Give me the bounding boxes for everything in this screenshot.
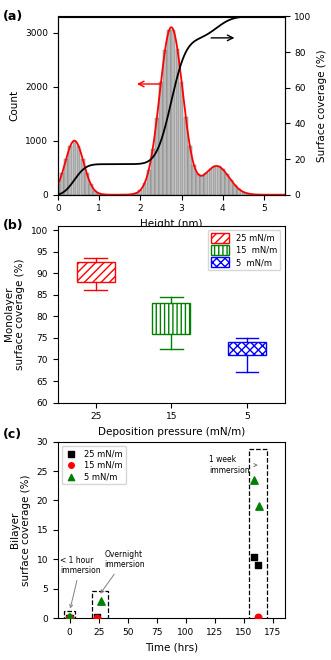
Text: (a): (a) <box>3 10 24 23</box>
Bar <box>143 183 146 195</box>
Text: < 1 hour
immersion: < 1 hour immersion <box>60 556 101 608</box>
Bar <box>192 165 196 195</box>
Y-axis label: Monolayer
surface coverage (%): Monolayer surface coverage (%) <box>4 259 25 370</box>
Bar <box>228 342 266 355</box>
15 mN/m <box>255 611 260 622</box>
Bar <box>196 174 200 195</box>
Bar <box>180 82 183 195</box>
X-axis label: Height (nm): Height (nm) <box>140 219 203 229</box>
Bar <box>72 141 76 195</box>
Bar <box>159 82 163 195</box>
5 mN/m <box>68 611 73 622</box>
Bar <box>200 176 204 195</box>
Y-axis label: Bilayer
surface coverage (%): Bilayer surface coverage (%) <box>10 475 31 585</box>
Legend: 25 mN/m, 15 mN/m, 5 mN/m: 25 mN/m, 15 mN/m, 5 mN/m <box>62 446 126 484</box>
X-axis label: Time (hrs): Time (hrs) <box>145 643 198 653</box>
Bar <box>155 118 159 195</box>
25 mN/m <box>252 551 257 562</box>
Bar <box>147 170 151 195</box>
Bar <box>77 263 115 282</box>
5 mN/m <box>98 595 104 606</box>
Bar <box>217 166 220 195</box>
Bar <box>81 159 84 195</box>
5 mN/m <box>257 501 262 512</box>
Bar <box>171 30 175 195</box>
Bar <box>209 169 213 195</box>
Bar <box>152 304 190 333</box>
Y-axis label: Surface coverage (%): Surface coverage (%) <box>317 50 327 162</box>
Bar <box>92 591 108 623</box>
5 mN/m <box>66 612 71 622</box>
Bar <box>134 193 138 195</box>
Bar <box>56 184 60 195</box>
Bar <box>175 50 179 195</box>
Bar <box>77 146 80 195</box>
Bar <box>69 146 72 195</box>
Bar <box>249 449 267 623</box>
Bar <box>93 191 97 195</box>
15 mN/m <box>68 612 73 623</box>
25 mN/m <box>66 613 71 624</box>
25 mN/m <box>68 612 73 623</box>
25 mN/m <box>95 612 100 622</box>
25 mN/m <box>255 560 260 571</box>
Text: (c): (c) <box>3 428 23 441</box>
X-axis label: Deposition pressure (mN/m): Deposition pressure (mN/m) <box>98 427 245 437</box>
Y-axis label: Count: Count <box>10 90 20 121</box>
Text: Overnight
immersion: Overnight immersion <box>101 550 145 593</box>
Bar <box>64 611 75 623</box>
5 mN/m <box>252 475 257 485</box>
Bar <box>64 159 68 195</box>
Bar <box>233 185 237 195</box>
Legend: 25 mN/m, 15  mN/m, 5  mN/m: 25 mN/m, 15 mN/m, 5 mN/m <box>208 230 280 271</box>
Bar <box>60 174 64 195</box>
Bar <box>225 174 229 195</box>
Bar <box>242 192 245 195</box>
Bar <box>97 193 101 195</box>
Bar <box>184 117 188 195</box>
Bar <box>213 166 216 195</box>
Bar <box>138 190 142 195</box>
Text: 1 week
immersion: 1 week immersion <box>209 455 257 475</box>
Bar <box>167 30 171 195</box>
Bar <box>85 174 89 195</box>
Bar <box>188 146 192 195</box>
Bar <box>237 189 241 195</box>
15 mN/m <box>66 613 71 624</box>
Text: (b): (b) <box>3 219 24 232</box>
Bar <box>89 184 93 195</box>
Bar <box>246 193 250 195</box>
Bar <box>221 170 225 195</box>
Bar <box>205 173 208 195</box>
Bar <box>229 180 233 195</box>
Bar <box>151 148 155 195</box>
Bar <box>163 50 167 195</box>
15 mN/m <box>95 612 100 623</box>
